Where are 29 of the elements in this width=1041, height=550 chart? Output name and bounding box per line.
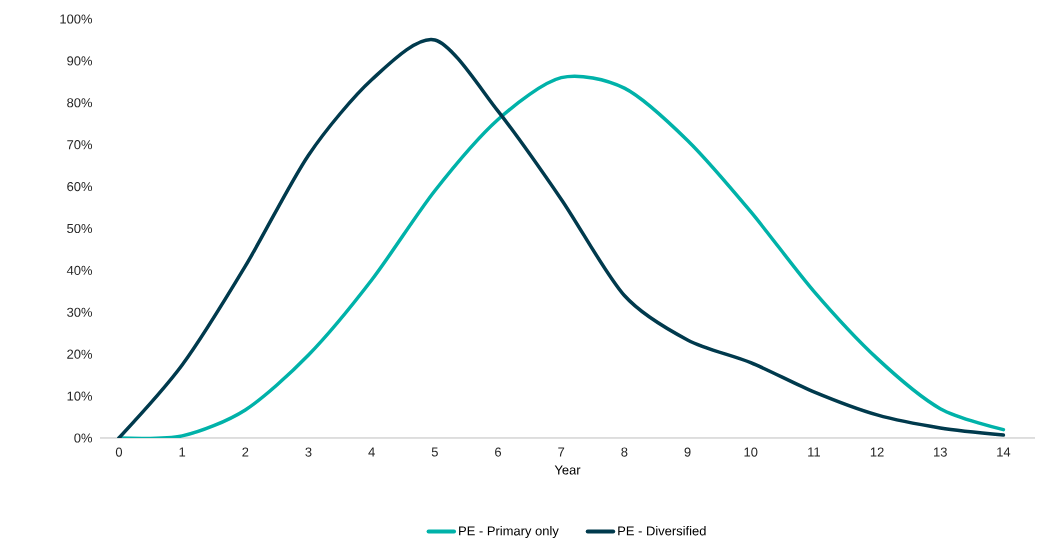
y-tick-label: 80%: [67, 98, 93, 108]
x-tick-label: 7: [558, 447, 565, 457]
x-tick-label: 2: [242, 447, 249, 457]
x-tick-label: 10: [744, 447, 758, 457]
y-tick-label: 100%: [60, 14, 93, 24]
y-tick-label: 10%: [67, 391, 93, 401]
y-tick-label: 40%: [66, 265, 93, 275]
legend-label: PE - Primary only: [459, 525, 559, 539]
y-tick-label: 30%: [67, 307, 93, 317]
y-tick-label: 60%: [67, 182, 93, 192]
legend-label: PE - Diversified: [618, 525, 706, 536]
y-tick-label: 20%: [67, 349, 93, 359]
x-tick-label: 6: [495, 447, 502, 457]
x-tick-label: 5: [431, 447, 438, 457]
x-tick-label: 3: [305, 447, 312, 457]
x-tick-label: 12: [870, 447, 884, 457]
x-tick-label: 11: [808, 447, 820, 457]
x-tick-label: 4: [368, 447, 375, 457]
x-tick-label: 9: [684, 447, 691, 457]
x-tick-label: 8: [621, 447, 628, 457]
x-tick-label: 0: [115, 447, 123, 457]
y-tick-label: 50%: [67, 223, 93, 234]
y-tick-label: 90%: [67, 56, 93, 66]
y-tick-label: 0%: [74, 433, 93, 443]
y-tick-label: 70%: [67, 140, 93, 150]
x-tick-label: 1: [179, 447, 186, 457]
x-tick-label: 14: [997, 447, 1011, 457]
x-tick-label: 13: [934, 447, 947, 457]
x-axis-title: Year: [554, 465, 581, 475]
